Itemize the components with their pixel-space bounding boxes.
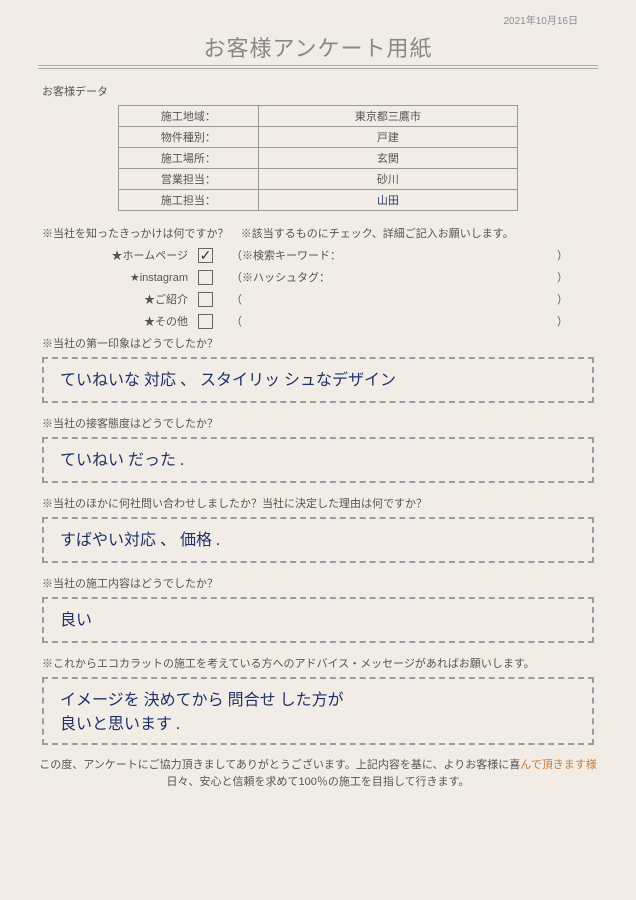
- option-label: ★ご紹介: [68, 291, 198, 307]
- q4-prompt: ※当社のほかに何社問い合わせしましたか？当社に決定した理由は何ですか？: [42, 495, 608, 511]
- q6-answer[interactable]: イメージを 決めてから 問合せ した方が 良いと思います .: [42, 677, 594, 745]
- q6-prompt: ※これからエコカラットの施工を考えている方へのアドバイス・メッセージがあればお願…: [42, 655, 608, 671]
- option-hint: （※検索キーワード：）: [231, 247, 608, 263]
- q1-option-other: ★その他 （）: [68, 313, 608, 329]
- q1-option-referral: ★ご紹介 （）: [68, 291, 608, 307]
- table-row: 物件種別：戸建: [119, 127, 518, 148]
- cell-label: 施工地域：: [119, 106, 259, 127]
- option-hint: （※ハッシュタグ：）: [231, 269, 608, 285]
- cell-label: 施工場所：: [119, 148, 259, 169]
- footer-line2: 日々、安心と信頼を求めて100％の施工を目指して行きます。: [167, 776, 470, 788]
- cell-value: 戸建: [258, 127, 517, 148]
- cell-value: 玄関: [258, 148, 517, 169]
- q1-prompt-right: ※該当するものにチェック、詳細ご記入お願いします。: [241, 228, 514, 240]
- q3-prompt: ※当社の接客態度はどうでしたか？: [42, 415, 608, 431]
- q3-answer[interactable]: ていねい だった .: [42, 437, 594, 483]
- footer-text: この度、アンケートにご協力頂きましてありがとうございます。上記内容を基に、よりお…: [28, 757, 608, 790]
- q4-answer[interactable]: すばやい対応 、 価格 .: [42, 517, 594, 563]
- q2-prompt: ※当社の第一印象はどうでしたか？: [42, 335, 608, 351]
- footer-line1b: んで頂きます様: [520, 759, 596, 771]
- customer-data-heading: お客様データ: [42, 83, 608, 99]
- cell-label: 物件種別：: [119, 127, 259, 148]
- option-hint: （）: [231, 291, 608, 307]
- q1-option-instagram: ★instagram （※ハッシュタグ：）: [68, 269, 608, 285]
- title-underline: [38, 65, 598, 69]
- checkbox-icon[interactable]: [198, 314, 213, 329]
- checkbox-icon[interactable]: [198, 292, 213, 307]
- table-row: 施工場所：玄関: [119, 148, 518, 169]
- q2-answer[interactable]: ていねいな 対応 、 スタイリッ シュなデザイン: [42, 357, 594, 403]
- footer-line1a: この度、アンケートにご協力頂きましてありがとうございます。上記内容を基に、よりお…: [39, 759, 520, 771]
- q5-answer[interactable]: 良い: [42, 597, 594, 643]
- q1-prompt-left: ※当社を知ったきっかけは何ですか？: [42, 228, 229, 240]
- option-hint: （）: [231, 313, 608, 329]
- customer-data-table: 施工地域：東京都三鷹市 物件種別：戸建 施工場所：玄関 営業担当：砂川 施工担当…: [118, 105, 518, 211]
- document-date: 2021年10月16日: [28, 12, 608, 27]
- cell-value: 東京都三鷹市: [258, 106, 517, 127]
- cell-label: 営業担当：: [119, 169, 259, 190]
- cell-value-handwritten: 山田: [258, 190, 517, 211]
- option-label: ★ホームページ: [68, 247, 198, 263]
- q1-prompt: ※当社を知ったきっかけは何ですか？ ※該当するものにチェック、詳細ご記入お願いし…: [42, 225, 608, 241]
- table-row: 営業担当：砂川: [119, 169, 518, 190]
- q5-prompt: ※当社の施工内容はどうでしたか？: [42, 575, 608, 591]
- table-row: 施工担当：山田: [119, 190, 518, 211]
- checkbox-icon[interactable]: ✓: [198, 248, 213, 263]
- cell-label: 施工担当：: [119, 190, 259, 211]
- q1-option-homepage: ★ホームページ ✓ （※検索キーワード：）: [68, 247, 608, 263]
- table-row: 施工地域：東京都三鷹市: [119, 106, 518, 127]
- checkbox-icon[interactable]: [198, 270, 213, 285]
- page-title: お客様アンケート用紙: [28, 31, 608, 63]
- option-label: ★その他: [68, 313, 198, 329]
- option-label: ★instagram: [68, 271, 198, 284]
- cell-value: 砂川: [258, 169, 517, 190]
